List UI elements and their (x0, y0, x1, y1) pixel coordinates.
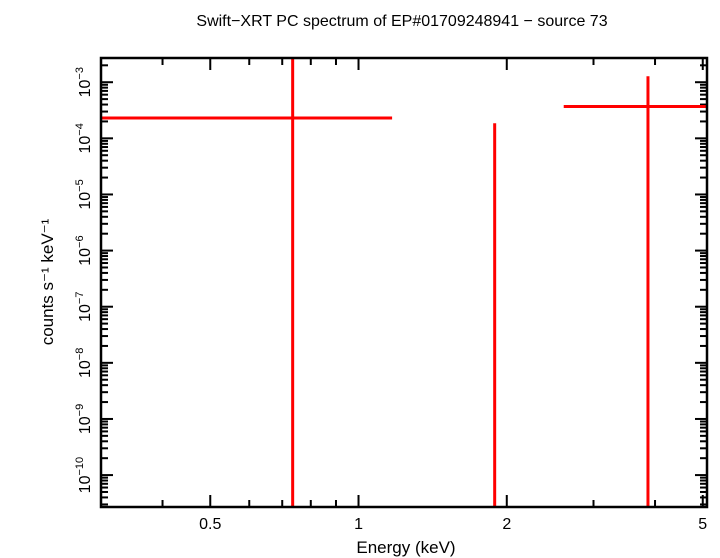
y-tick-base: 10 (77, 79, 94, 97)
y-tick-exponent: −7 (74, 292, 86, 305)
y-tick-label: 10−5 (74, 179, 94, 209)
y-tick-base: 10 (77, 248, 94, 266)
y-tick-base: 10 (77, 304, 94, 322)
y-tick-exponent: −3 (74, 67, 86, 80)
y-tick-base: 10 (77, 192, 94, 210)
y-tick-label: 10−8 (74, 348, 94, 378)
x-axis-label: Energy (keV) (356, 538, 455, 557)
x-tick-label: 0.5 (199, 516, 221, 533)
y-tick-base: 10 (77, 416, 94, 434)
y-tick-label: 10−9 (74, 404, 94, 434)
data-point (101, 58, 393, 507)
data-points (101, 58, 707, 507)
y-tick-base: 10 (77, 136, 94, 154)
y-tick-label: 10−4 (74, 123, 94, 153)
tick-labels: 0.5 1 2 510−310−410−510−610−710−810−910−10 (74, 67, 707, 533)
x-tick-label: 1 (354, 516, 363, 533)
y-tick-label: 10−6 (74, 235, 94, 265)
y-tick-exponent: −10 (74, 457, 86, 476)
y-axis-label: counts s⁻¹ keV⁻¹ (38, 218, 57, 345)
y-tick-base: 10 (77, 475, 94, 493)
axis-ticks (100, 58, 707, 507)
y-tick-label: 10−3 (74, 67, 94, 97)
y-tick-label: 10−10 (74, 457, 94, 493)
y-tick-label: 10−7 (74, 292, 94, 322)
y-tick-exponent: −9 (74, 404, 86, 417)
x-tick-label: 2 (502, 516, 511, 533)
y-tick-exponent: −5 (74, 179, 86, 192)
data-point (563, 76, 707, 507)
y-tick-exponent: −8 (74, 348, 86, 361)
y-tick-base: 10 (77, 360, 94, 378)
y-tick-exponent: −6 (74, 235, 86, 248)
plot-frame (99, 56, 709, 509)
x-tick-label: 5 (698, 516, 707, 533)
chart-title: Swift−XRT PC spectrum of EP#01709248941 … (196, 13, 607, 30)
y-tick-exponent: −4 (74, 123, 86, 136)
